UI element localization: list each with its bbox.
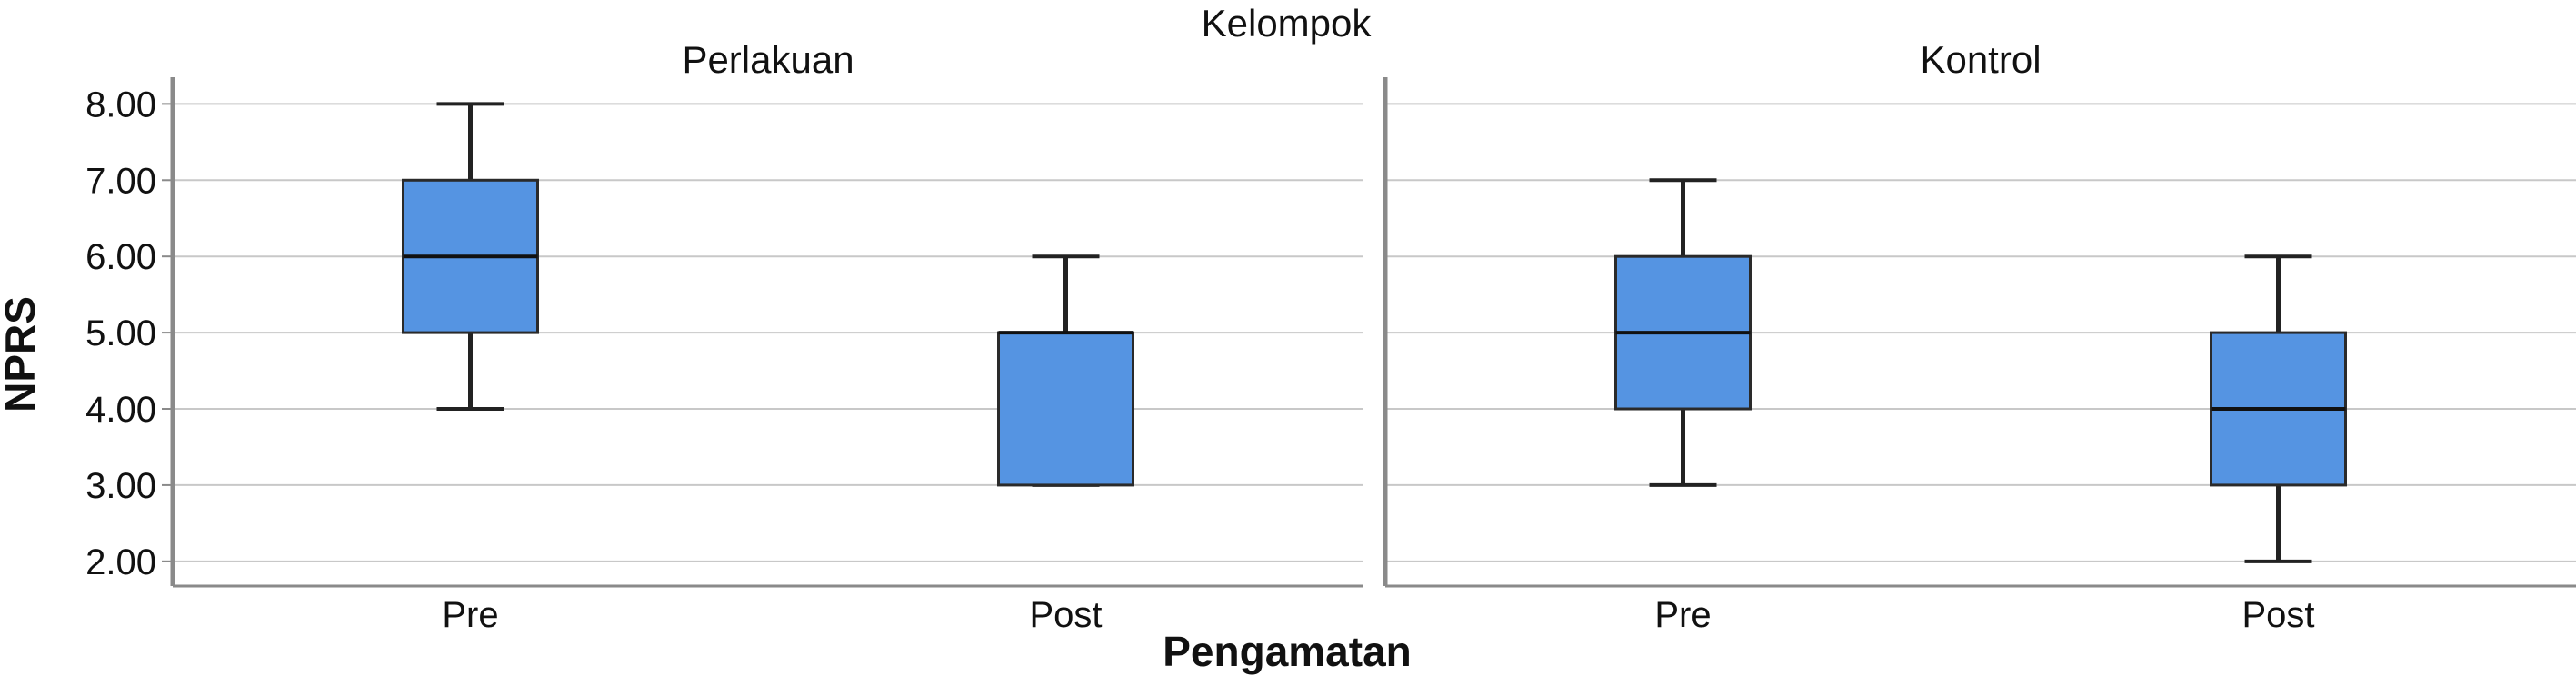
y-tick-label: 3.00	[85, 466, 156, 506]
panel-title: Kontrol	[1920, 38, 2041, 81]
y-tick-label: 8.00	[85, 85, 156, 124]
chart-title: Kelompok	[1202, 2, 1373, 45]
x-tick-label: Pre	[442, 595, 498, 635]
plot-area: 2.00 3.00 4.00 5.00 6.00 7.00 8.00 Perlakuan Pre…	[85, 38, 2576, 635]
box-iqr	[997, 331, 1134, 487]
panel-title: Perlakuan	[682, 38, 854, 81]
x-axis-title: Pengamatan	[1163, 628, 1412, 675]
y-tick-label: 7.00	[85, 161, 156, 201]
x-tick-label: Post	[2242, 595, 2314, 635]
y-tick-label: 5.00	[85, 313, 156, 353]
y-tick-label: 6.00	[85, 237, 156, 277]
x-tick-label: Post	[1029, 595, 1102, 635]
y-tick-label: 2.00	[85, 542, 156, 582]
x-tick-label: Pre	[1654, 595, 1711, 635]
y-axis-title: NPRS	[0, 296, 44, 413]
y-tick-label: 4.00	[85, 390, 156, 430]
